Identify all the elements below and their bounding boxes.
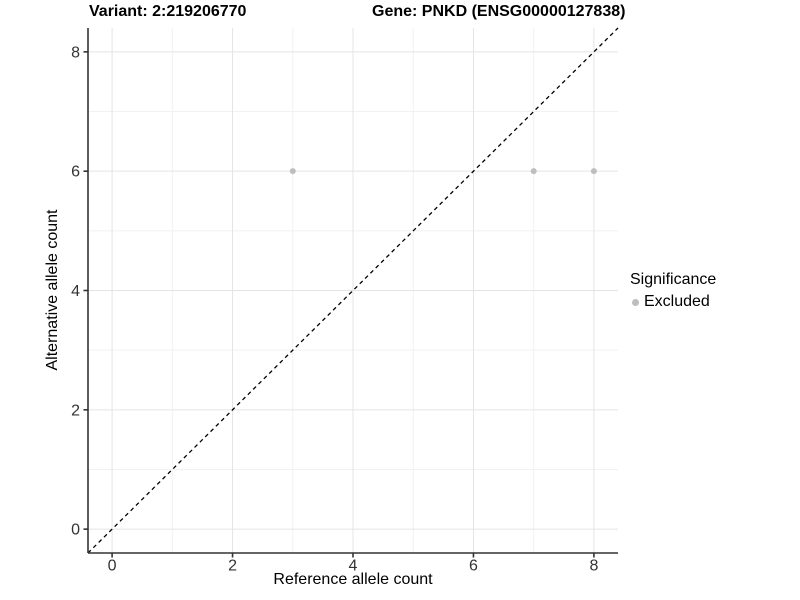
- y-tick-label: 2: [71, 402, 80, 419]
- x-axis-label: Reference allele count: [273, 571, 433, 588]
- data-point: [590, 168, 597, 175]
- plot-title-variant: Variant: 2:219206770: [89, 3, 247, 20]
- legend-items: Excluded: [630, 293, 716, 311]
- x-tick-label: 4: [349, 558, 358, 575]
- legend-key-dot-icon: [632, 298, 639, 306]
- x-tick-label: 6: [469, 558, 478, 575]
- legend-title: Significance: [630, 271, 717, 288]
- plot-title-gene: Gene: PNKD (ENSG00000127838): [372, 3, 626, 20]
- y-tick-label: 8: [71, 44, 80, 61]
- y-tick-label: 6: [71, 164, 80, 181]
- y-tick-label: 4: [71, 283, 80, 300]
- legend-item: Excluded: [630, 293, 716, 311]
- y-axis-label: Alternative allele count: [44, 209, 61, 371]
- x-tick-label: 8: [589, 558, 598, 575]
- y-tick-label: 0: [71, 522, 80, 539]
- data-point: [289, 168, 296, 175]
- x-tick-label: 2: [228, 558, 237, 575]
- legend-item-label: Excluded: [644, 293, 710, 310]
- data-point: [530, 168, 537, 175]
- x-tick-label: 0: [108, 558, 117, 575]
- legend: Significance Excluded: [630, 271, 716, 311]
